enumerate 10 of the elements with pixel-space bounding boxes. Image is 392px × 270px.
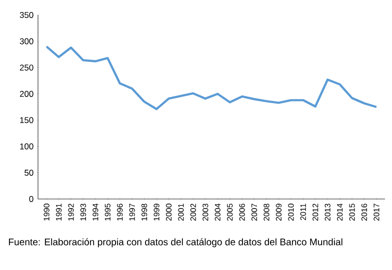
y-tick-label: 250 <box>20 64 34 71</box>
source-note: Fuente: Elaboración propia con datos del catálogo de datos del Banco Mundial <box>8 238 342 248</box>
y-tick-label: 350 <box>20 12 34 18</box>
line-series <box>45 45 378 110</box>
y-tick-label: 300 <box>20 38 34 44</box>
y-tick-label: 200 <box>20 90 34 97</box>
y-tick-label: 100 <box>20 143 34 150</box>
y-tick-label: 50 <box>24 170 34 176</box>
y-tick-label: 150 <box>20 117 34 124</box>
y-tick-label: 0 <box>29 196 34 202</box>
